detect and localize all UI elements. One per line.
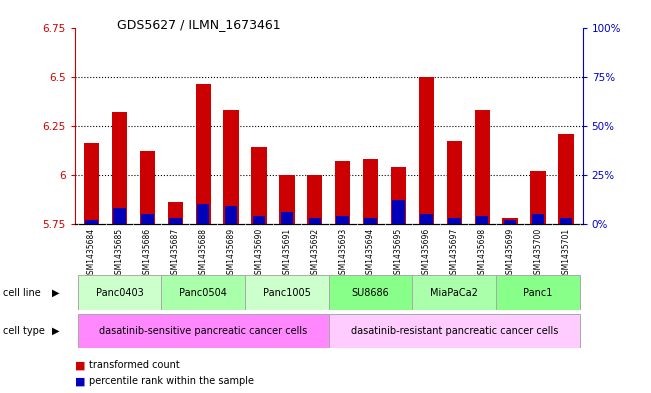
Bar (419, 77, 434, 224)
Text: GSM1435686: GSM1435686 (143, 228, 152, 279)
Bar (279, 175, 294, 224)
Bar (85, 220, 98, 224)
Text: GSM1435700: GSM1435700 (534, 228, 542, 279)
Bar (77, 275, 161, 310)
Bar (253, 216, 266, 224)
Bar (168, 202, 183, 224)
Bar (140, 151, 155, 224)
Bar (504, 220, 516, 224)
Bar (335, 161, 350, 224)
Bar (169, 218, 182, 224)
Text: GSM1435689: GSM1435689 (227, 228, 236, 279)
Text: GSM1435692: GSM1435692 (311, 228, 319, 279)
Bar (558, 134, 574, 224)
Text: percentile rank within the sample: percentile rank within the sample (89, 376, 254, 386)
Bar (309, 218, 321, 224)
Text: GSM1435694: GSM1435694 (366, 228, 375, 279)
Bar (391, 167, 406, 224)
Bar (161, 275, 245, 310)
Bar (245, 275, 329, 310)
Bar (363, 159, 378, 224)
Bar (77, 314, 329, 348)
Text: GSM1435699: GSM1435699 (506, 228, 514, 279)
Bar (475, 110, 490, 224)
Text: GSM1435696: GSM1435696 (422, 228, 431, 279)
Text: cell type: cell type (3, 326, 45, 336)
Bar (496, 275, 580, 310)
Text: MiaPaCa2: MiaPaCa2 (430, 288, 478, 298)
Bar (448, 218, 461, 224)
Bar (307, 175, 322, 224)
Bar (112, 112, 127, 224)
Bar (281, 212, 293, 224)
Text: GDS5627 / ILMN_1673461: GDS5627 / ILMN_1673461 (117, 18, 281, 31)
Bar (329, 275, 413, 310)
Text: GSM1435688: GSM1435688 (199, 228, 208, 279)
Text: cell line: cell line (3, 288, 41, 298)
Text: ▶: ▶ (51, 288, 59, 298)
Text: GSM1435685: GSM1435685 (115, 228, 124, 279)
Bar (420, 214, 433, 224)
Bar (195, 84, 211, 224)
Text: SU8686: SU8686 (352, 288, 389, 298)
Text: GSM1435684: GSM1435684 (87, 228, 96, 279)
Text: ■: ■ (75, 360, 85, 371)
Bar (365, 218, 377, 224)
Bar (503, 218, 518, 224)
Text: GSM1435698: GSM1435698 (478, 228, 487, 279)
Bar (532, 214, 544, 224)
Text: GSM1435697: GSM1435697 (450, 228, 459, 279)
Text: dasatinib-resistant pancreatic cancer cells: dasatinib-resistant pancreatic cancer ce… (351, 326, 558, 336)
Bar (251, 147, 267, 224)
Text: GSM1435687: GSM1435687 (171, 228, 180, 279)
Bar (531, 171, 546, 224)
Text: Panc1005: Panc1005 (263, 288, 311, 298)
Text: GSM1435691: GSM1435691 (283, 228, 292, 279)
Text: GSM1435701: GSM1435701 (561, 228, 570, 279)
Text: Panc0504: Panc0504 (179, 288, 227, 298)
Text: GSM1435695: GSM1435695 (394, 228, 403, 279)
Bar (476, 216, 488, 224)
Text: dasatinib-sensitive pancreatic cancer cells: dasatinib-sensitive pancreatic cancer ce… (99, 326, 307, 336)
Bar (197, 204, 210, 224)
Bar (225, 206, 238, 224)
Bar (141, 214, 154, 224)
Text: ▶: ▶ (51, 326, 59, 336)
Bar (223, 110, 239, 224)
Bar (113, 208, 126, 224)
Text: Panc1: Panc1 (523, 288, 553, 298)
Text: GSM1435693: GSM1435693 (339, 228, 347, 279)
Bar (84, 143, 99, 224)
Bar (392, 200, 405, 224)
Bar (447, 141, 462, 224)
Text: GSM1435690: GSM1435690 (255, 228, 264, 279)
Bar (413, 275, 496, 310)
Bar (560, 218, 572, 224)
Bar (337, 216, 349, 224)
Text: transformed count: transformed count (89, 360, 180, 371)
Text: Panc0403: Panc0403 (96, 288, 143, 298)
Text: ■: ■ (75, 376, 85, 386)
Bar (329, 314, 580, 348)
